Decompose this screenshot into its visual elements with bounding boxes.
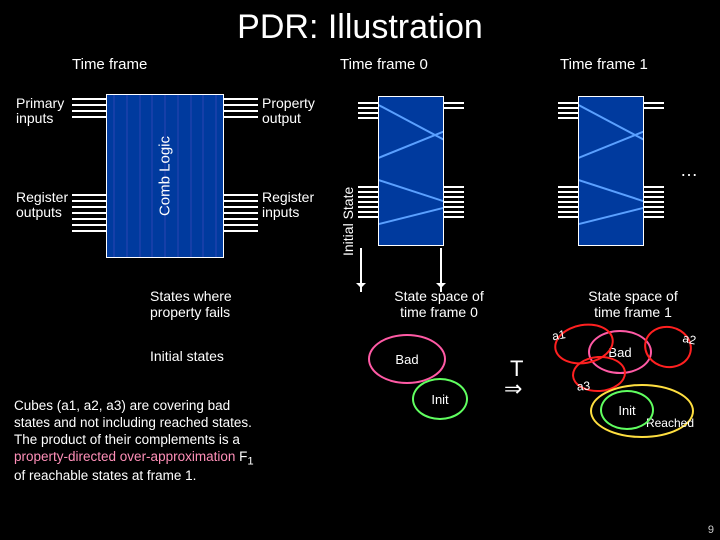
ellipsis: …	[680, 160, 698, 181]
footnote-highlight: property-directed over-approximation	[14, 449, 235, 464]
bad-label-0: Bad	[395, 352, 418, 367]
footnote-l4: property-directed over-approximation F1	[14, 449, 334, 469]
tf0-wires-in-upper	[358, 102, 378, 119]
tf1-wires-out-lower	[644, 186, 720, 218]
timeframe-0-block	[378, 96, 444, 246]
label-register-inputs: Registerinputs	[262, 190, 334, 221]
label-state-space-1: State space oftime frame 1	[568, 288, 698, 320]
footnote-l5: of reachable states at frame 1.	[14, 468, 334, 485]
footnote-l3: The product of their complements is a	[14, 432, 334, 449]
arrow-tf0-down-2	[440, 248, 442, 292]
a3-label: a3	[576, 379, 590, 394]
footnote-text: Cubes (a1, a2, a3) are covering bad stat…	[14, 398, 334, 485]
init-blob-0: Init	[412, 378, 468, 420]
footnote-l1: Cubes (a1, a2, a3) are covering bad	[14, 398, 334, 415]
slide-title: PDR: Illustration	[0, 0, 720, 47]
label-timeframe: Time frame	[72, 56, 147, 73]
label-states-where: States whereproperty fails	[150, 288, 232, 320]
reached-label: Reached	[646, 416, 694, 430]
venn-frame-0: Bad Init	[362, 330, 512, 430]
slide-number: 9	[708, 524, 714, 536]
tf1-wires-out-upper	[644, 102, 720, 109]
footnote-l2: states and not including reached states.	[14, 415, 334, 432]
label-register-outputs: Registeroutputs	[16, 190, 88, 221]
init-blob-1: Init	[600, 390, 654, 430]
tf1-wires-in-lower	[558, 186, 578, 218]
wires-property-output	[224, 98, 258, 118]
timeframe-1-block	[578, 96, 644, 246]
transition-arrow: ⇒	[504, 376, 522, 402]
init-label-1: Init	[618, 403, 635, 418]
label-initial-states: Initial states	[150, 348, 224, 364]
arrow-tf0-down	[360, 248, 362, 292]
cube-a2: a2	[640, 321, 696, 372]
tf0-wires-in-lower	[358, 186, 378, 218]
tf1-wires-in-upper	[558, 102, 578, 119]
label-primary-inputs: Primaryinputs	[16, 96, 88, 127]
comb-logic-box: Comb Logic	[106, 94, 224, 258]
label-timeframe-0: Time frame 0	[340, 56, 428, 73]
label-property-output: Propertyoutput	[262, 96, 334, 127]
comb-logic-label: Comb Logic	[157, 136, 174, 216]
bad-blob-0: Bad	[368, 334, 446, 384]
wires-register-inputs	[224, 194, 258, 232]
circuit-block: Comb Logic	[106, 94, 224, 258]
init-label-0: Init	[431, 392, 448, 407]
label-initial-state: Initial State	[340, 187, 356, 256]
venn-frame-1: Bad a1 a2 a3 Reached Init	[548, 326, 718, 426]
a2-label: a2	[681, 331, 697, 347]
a1-label: a1	[551, 327, 567, 343]
label-timeframe-1: Time frame 1	[560, 56, 648, 73]
